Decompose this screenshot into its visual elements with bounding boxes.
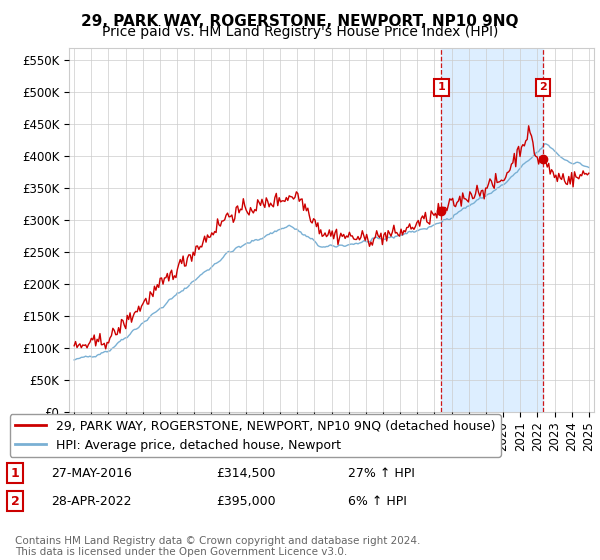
Text: 6% ↑ HPI: 6% ↑ HPI bbox=[348, 494, 407, 508]
Text: 28-APR-2022: 28-APR-2022 bbox=[51, 494, 131, 508]
Legend: 29, PARK WAY, ROGERSTONE, NEWPORT, NP10 9NQ (detached house), HPI: Average price: 29, PARK WAY, ROGERSTONE, NEWPORT, NP10 … bbox=[10, 414, 500, 456]
Text: Price paid vs. HM Land Registry's House Price Index (HPI): Price paid vs. HM Land Registry's House … bbox=[102, 25, 498, 39]
Text: 2: 2 bbox=[539, 82, 547, 92]
Text: 1: 1 bbox=[11, 466, 19, 480]
Text: 27% ↑ HPI: 27% ↑ HPI bbox=[348, 466, 415, 480]
Text: Contains HM Land Registry data © Crown copyright and database right 2024.
This d: Contains HM Land Registry data © Crown c… bbox=[15, 535, 421, 557]
Text: £395,000: £395,000 bbox=[216, 494, 275, 508]
Text: 1: 1 bbox=[437, 82, 445, 92]
Text: 2: 2 bbox=[11, 494, 19, 508]
Text: 29, PARK WAY, ROGERSTONE, NEWPORT, NP10 9NQ: 29, PARK WAY, ROGERSTONE, NEWPORT, NP10 … bbox=[81, 14, 519, 29]
Text: 27-MAY-2016: 27-MAY-2016 bbox=[51, 466, 132, 480]
Bar bbox=[442, 48, 543, 412]
Text: £314,500: £314,500 bbox=[216, 466, 275, 480]
